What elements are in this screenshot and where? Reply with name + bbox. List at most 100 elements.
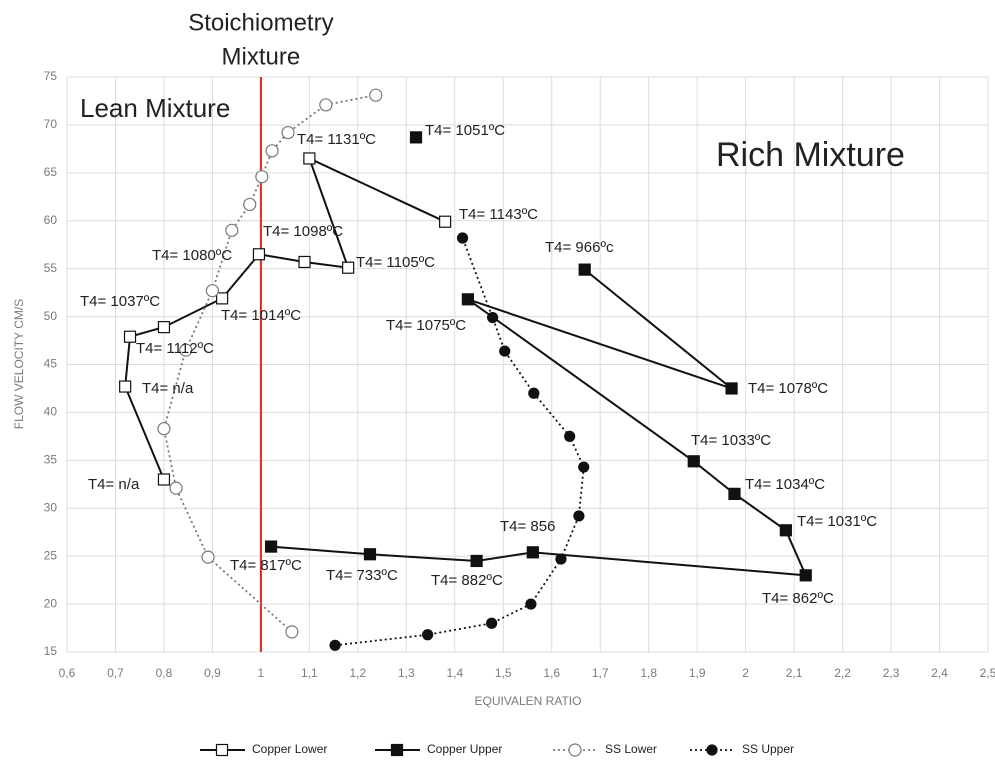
y-tick-label: 20 bbox=[44, 596, 58, 610]
marker bbox=[205, 284, 220, 298]
x-tick-label: 1,8 bbox=[640, 666, 657, 680]
x-tick-label: 2,5 bbox=[980, 666, 995, 680]
legend-label: Copper Lower bbox=[252, 742, 327, 756]
marker bbox=[438, 215, 452, 228]
region-label: Lean Mixture bbox=[80, 93, 230, 123]
annotation: T4= 1051ºC bbox=[425, 122, 505, 139]
annotation: T4= 1105ºC bbox=[356, 254, 435, 271]
annotation: T4= 1080ºC bbox=[152, 247, 232, 264]
y-tick-label: 60 bbox=[44, 213, 58, 227]
x-tick-label: 2,3 bbox=[883, 666, 900, 680]
annotation: T4= 966ºc bbox=[545, 239, 614, 256]
annotation: T4= 1143ºC bbox=[459, 206, 538, 223]
x-tick-label: 1,7 bbox=[592, 666, 609, 680]
marker bbox=[252, 248, 266, 261]
marker bbox=[525, 598, 537, 610]
marker bbox=[409, 131, 423, 144]
x-tick-label: 2,2 bbox=[834, 666, 851, 680]
series-line bbox=[124, 156, 446, 480]
x-axis-label: EQUIVALEN RATIO bbox=[475, 694, 582, 708]
legend-item: SS Lower bbox=[553, 742, 657, 757]
marker bbox=[799, 569, 812, 582]
stoichiometry-label: Mixture bbox=[222, 43, 301, 70]
marker bbox=[564, 430, 576, 442]
y-tick-label: 55 bbox=[44, 261, 58, 275]
legend-item: SS Upper bbox=[690, 742, 794, 756]
marker bbox=[169, 481, 183, 495]
marker bbox=[215, 743, 229, 757]
marker bbox=[486, 617, 498, 629]
annotation: T4= 1098ºC bbox=[263, 223, 343, 240]
marker bbox=[526, 546, 539, 559]
marker bbox=[179, 343, 193, 357]
annotation: T4= 1033ºC bbox=[691, 432, 771, 449]
marker bbox=[470, 554, 483, 568]
marker bbox=[568, 743, 582, 757]
marker bbox=[303, 152, 316, 165]
x-tick-label: 1,9 bbox=[689, 666, 706, 680]
y-tick-label: 70 bbox=[44, 117, 58, 131]
marker bbox=[486, 311, 499, 324]
annotation: T4= 817ºC bbox=[230, 557, 302, 574]
y-tick-label: 50 bbox=[44, 309, 58, 323]
marker bbox=[225, 223, 239, 237]
marker bbox=[456, 232, 469, 244]
x-tick-label: 2,4 bbox=[931, 666, 948, 680]
marker bbox=[319, 98, 333, 112]
y-tick-label: 15 bbox=[44, 644, 58, 658]
marker bbox=[369, 88, 383, 102]
marker bbox=[363, 548, 377, 561]
annotation: T4= 856 bbox=[500, 518, 555, 535]
legend-label: Copper Upper bbox=[427, 742, 502, 756]
marker bbox=[329, 639, 341, 651]
y-tick-label: 40 bbox=[44, 405, 58, 419]
marker bbox=[216, 292, 229, 305]
annotation: T4= 1014ºC bbox=[221, 307, 301, 324]
y-tick-label: 75 bbox=[44, 69, 58, 83]
x-tick-label: 0,7 bbox=[107, 666, 124, 680]
marker bbox=[390, 743, 404, 757]
legend-label: SS Lower bbox=[605, 742, 657, 756]
x-tick-label: 1,1 bbox=[301, 666, 318, 680]
marker bbox=[687, 455, 700, 468]
y-tick-label: 65 bbox=[44, 165, 58, 179]
marker bbox=[265, 144, 279, 158]
marker bbox=[578, 263, 591, 276]
legend-label: SS Upper bbox=[742, 742, 794, 756]
x-tick-label: 1,2 bbox=[349, 666, 366, 680]
legend-item: Copper Lower bbox=[200, 742, 327, 756]
marker bbox=[342, 261, 355, 274]
annotation: T4= 1031ºC bbox=[797, 513, 877, 530]
marker bbox=[255, 170, 269, 184]
annotation: T4= 1112ºC bbox=[136, 340, 214, 357]
marker bbox=[555, 553, 567, 565]
x-tick-label: 0,6 bbox=[59, 666, 76, 680]
marker bbox=[578, 461, 590, 473]
annotation: T4= 733ºC bbox=[326, 567, 398, 584]
region-label: Rich Mixture bbox=[716, 136, 905, 174]
y-tick-label: 25 bbox=[44, 548, 58, 562]
marker bbox=[281, 125, 295, 140]
stoichiometry-label: Stoichiometry bbox=[188, 9, 333, 36]
marker bbox=[157, 422, 171, 436]
x-tick-label: 1,6 bbox=[543, 666, 560, 680]
marker bbox=[422, 629, 434, 641]
marker bbox=[264, 540, 278, 553]
annotation: T4= n/a bbox=[142, 380, 194, 397]
y-axis-label: FLOW VELOCITY CM/S bbox=[12, 299, 26, 429]
x-tick-label: 2,1 bbox=[786, 666, 803, 680]
x-tick-label: 1,3 bbox=[398, 666, 415, 680]
marker bbox=[499, 345, 511, 357]
x-tick-label: 2 bbox=[742, 666, 749, 680]
x-tick-label: 1 bbox=[258, 666, 265, 680]
marker bbox=[157, 473, 171, 486]
annotation: T4= 1131ºC bbox=[297, 131, 376, 148]
marker bbox=[201, 550, 215, 564]
annotation: T4= 882ºC bbox=[431, 572, 503, 589]
x-tick-label: 0,8 bbox=[156, 666, 173, 680]
annotation: T4= 862ºC bbox=[762, 590, 834, 607]
marker bbox=[243, 197, 257, 212]
marker bbox=[725, 382, 738, 395]
y-tick-label: 45 bbox=[44, 357, 58, 371]
marker bbox=[157, 321, 171, 334]
